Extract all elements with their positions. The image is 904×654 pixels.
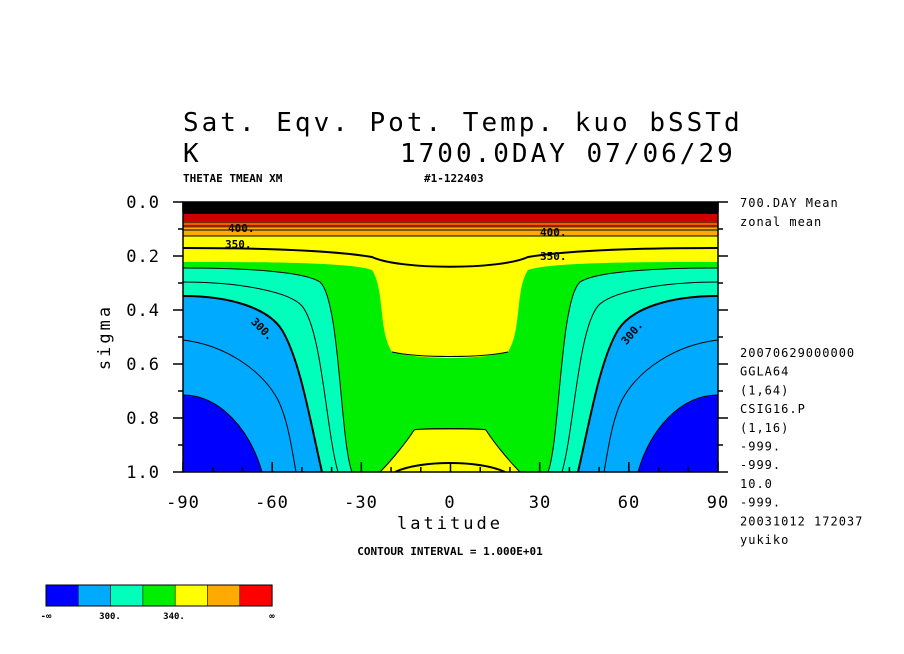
y-tick-label: 1.0 (126, 463, 160, 483)
colorbar-swatch (45, 584, 79, 607)
run-info-line: (1,16) (740, 421, 789, 435)
contour-interval: CONTOUR INTERVAL = 1.000E+01 (357, 545, 543, 558)
x-axis-label: latitude (397, 514, 503, 534)
colorbar-swatch (78, 584, 111, 607)
colorbar-swatch (239, 584, 273, 607)
time-label: 1700.0DAY 07/06/29 (400, 139, 736, 169)
run-info-line: 20070629000000 (740, 346, 855, 360)
region-below-300-right (638, 395, 718, 472)
colorbar-swatch (110, 584, 144, 607)
variable-description: THETAE TMEAN XM (183, 172, 283, 185)
run-info-block: 20070629000000 GGLA64 (1,64) CSIG16.P (1,16)… (740, 346, 863, 547)
title-line1: Sat. Eqv. Pot. Temp. kuo bSSTd (183, 108, 743, 138)
region-tropical-upper-yellow (183, 245, 718, 358)
run-info-line: -999. (740, 458, 781, 472)
colorbar-swatch (174, 584, 208, 607)
colorbar-frame (45, 584, 273, 607)
run-info-line: CSIG16.P (740, 402, 806, 416)
colorbar-label: 300. (99, 612, 121, 622)
zonal-mean-label: zonal mean (740, 215, 822, 229)
colorbar-swatch (207, 584, 241, 607)
contour-label-400-right: 400. (540, 226, 567, 239)
contour-plot: 350. 350. 300. 300. 400. 400. (183, 202, 718, 472)
band-yellow-top (183, 234, 718, 248)
y-tick-label: 0.0 (126, 193, 160, 213)
colorbar-label: ∞ (269, 612, 275, 622)
colorbar-label: -∞ (41, 612, 52, 622)
band-orange-red (183, 220, 718, 228)
contour-label-350-left: 350. (225, 238, 252, 251)
run-info-line: 10.0 (740, 477, 773, 491)
region-tropical-surface-yellow (380, 430, 520, 472)
y-tick-label: 0.8 (126, 409, 160, 429)
mean-label: 700.DAY Mean (740, 196, 839, 210)
run-info-line: GGLA64 (740, 365, 789, 379)
unit-label: K (183, 139, 202, 169)
colorbar-swatch (142, 584, 176, 607)
colorbar-label: 340. (163, 612, 185, 622)
y-axis-ticks (173, 201, 728, 473)
x-tick-label: 0 (444, 493, 455, 513)
colorbar (45, 584, 273, 607)
y-tick-label: 0.2 (126, 247, 160, 267)
x-tick-label: -30 (344, 493, 378, 513)
run-id: #1-122403 (424, 172, 484, 185)
y-tick-label: 0.6 (126, 355, 160, 375)
x-tick-label: 90 (707, 493, 729, 513)
x-tick-label: -90 (166, 493, 200, 513)
band-orange (183, 226, 718, 236)
run-info-line: 20031012 172037 (740, 514, 863, 528)
run-info-line: -999. (740, 496, 781, 510)
run-info-line: yukiko (740, 533, 789, 547)
y-tick-label: 0.4 (126, 301, 160, 321)
contour-lines (183, 221, 718, 472)
contour-label-350-right: 350. (540, 250, 567, 263)
x-tick-label: 30 (529, 493, 551, 513)
x-tick-label: 60 (618, 493, 640, 513)
region-below-300-left (183, 395, 262, 472)
x-tick-label: -60 (255, 493, 289, 513)
contour-label-400-left: 400. (228, 222, 255, 235)
x-axis-ticks (182, 202, 719, 472)
run-info-line: -999. (740, 440, 781, 454)
y-axis-label: sigma (95, 304, 115, 370)
band-red (183, 212, 718, 221)
run-info-line: (1,64) (740, 383, 789, 397)
